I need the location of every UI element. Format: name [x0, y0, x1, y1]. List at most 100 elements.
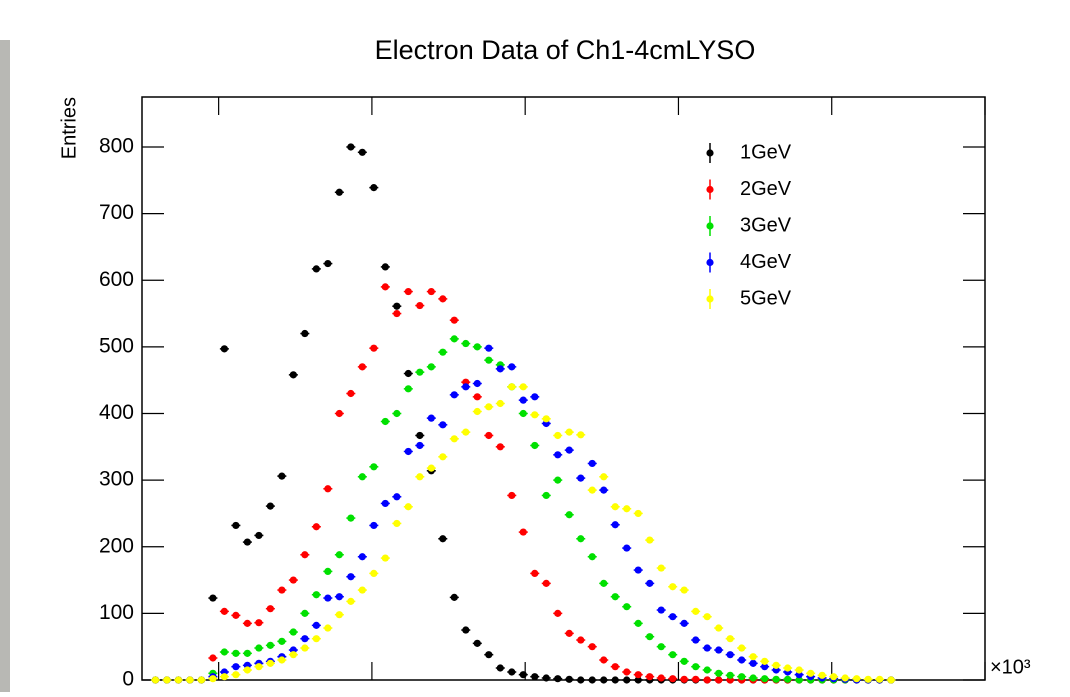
data-point [600, 579, 608, 587]
data-point [404, 385, 412, 393]
data-point [289, 628, 297, 636]
data-point [462, 339, 470, 348]
data-point [427, 414, 435, 422]
data-point [381, 417, 389, 426]
data-point [657, 564, 665, 572]
data-point [450, 316, 458, 324]
data-point [347, 143, 355, 151]
data-point [174, 676, 183, 684]
data-point [554, 476, 562, 484]
data-point [324, 259, 332, 268]
data-point [508, 383, 516, 391]
data-point [646, 673, 654, 681]
data-point [462, 626, 470, 634]
data-point [358, 553, 366, 561]
data-point [496, 443, 504, 451]
data-point [312, 591, 320, 599]
y-tick-label: 500 [99, 334, 134, 357]
data-point [393, 493, 401, 501]
data-point [795, 666, 803, 674]
data-point [232, 611, 240, 619]
y-tick-label: 0 [122, 668, 134, 691]
y-tick-label: 300 [99, 468, 134, 491]
data-point [381, 263, 389, 271]
data-point [830, 673, 838, 681]
data-point [588, 486, 596, 494]
data-point [232, 663, 240, 671]
data-point [335, 611, 343, 619]
data-point [531, 393, 539, 401]
data-point [439, 453, 447, 461]
data-point [370, 521, 378, 530]
data-point [565, 629, 573, 637]
data-point [726, 635, 734, 643]
data-point [485, 403, 493, 411]
y-tick-label: 400 [99, 401, 134, 424]
data-point [588, 459, 596, 468]
data-point [473, 393, 481, 401]
legend-label: 2GeV [740, 178, 792, 200]
data-point [301, 644, 309, 652]
data-point [657, 674, 665, 682]
data-point [519, 396, 527, 404]
legend-label: 3GeV [740, 214, 792, 236]
y-axis-label: Entries [58, 97, 80, 159]
data-point [404, 369, 412, 378]
data-point [519, 409, 527, 418]
data-point [209, 594, 217, 602]
data-point [623, 544, 631, 552]
data-point [554, 609, 562, 617]
data-point [381, 283, 389, 291]
data-point [358, 586, 366, 594]
data-point [439, 295, 447, 303]
data-point [416, 431, 424, 440]
data-point [623, 676, 631, 684]
data-point [531, 441, 539, 450]
data-point [554, 675, 562, 683]
data-point [220, 345, 228, 353]
data-point [611, 503, 619, 511]
data-point [600, 486, 608, 494]
data-point [473, 407, 481, 416]
data-point [393, 309, 401, 318]
data-point [404, 447, 412, 456]
data-point [738, 656, 746, 664]
data-point [657, 606, 665, 614]
data-point [784, 664, 792, 672]
data-point [634, 619, 642, 627]
data-point [473, 343, 481, 351]
data-point [749, 653, 757, 661]
data-point [680, 657, 688, 665]
data-point [347, 597, 355, 605]
data-point [841, 674, 849, 682]
data-point [519, 671, 527, 679]
data-point [749, 659, 757, 667]
data-point [772, 675, 780, 683]
data-point [450, 335, 458, 343]
data-point [266, 502, 274, 510]
data-point [312, 621, 320, 629]
data-point [577, 431, 585, 439]
data-point [611, 663, 619, 671]
data-point [255, 531, 263, 540]
data-point [278, 586, 286, 594]
data-point [278, 472, 286, 480]
data-point [255, 619, 263, 627]
data-point [347, 514, 355, 522]
data-point [416, 368, 424, 376]
data-point [450, 391, 458, 399]
data-point [393, 409, 401, 418]
data-point [450, 435, 458, 443]
data-point [404, 287, 412, 296]
data-point [715, 646, 723, 654]
data-point [554, 451, 562, 459]
data-point [531, 569, 539, 577]
data-point [588, 643, 596, 651]
data-point [634, 509, 642, 518]
data-point [197, 676, 205, 684]
data-point [358, 148, 366, 156]
data-point [761, 657, 769, 665]
data-point [335, 188, 343, 196]
data-point [669, 675, 677, 683]
legend-label: 1GeV [740, 141, 792, 163]
